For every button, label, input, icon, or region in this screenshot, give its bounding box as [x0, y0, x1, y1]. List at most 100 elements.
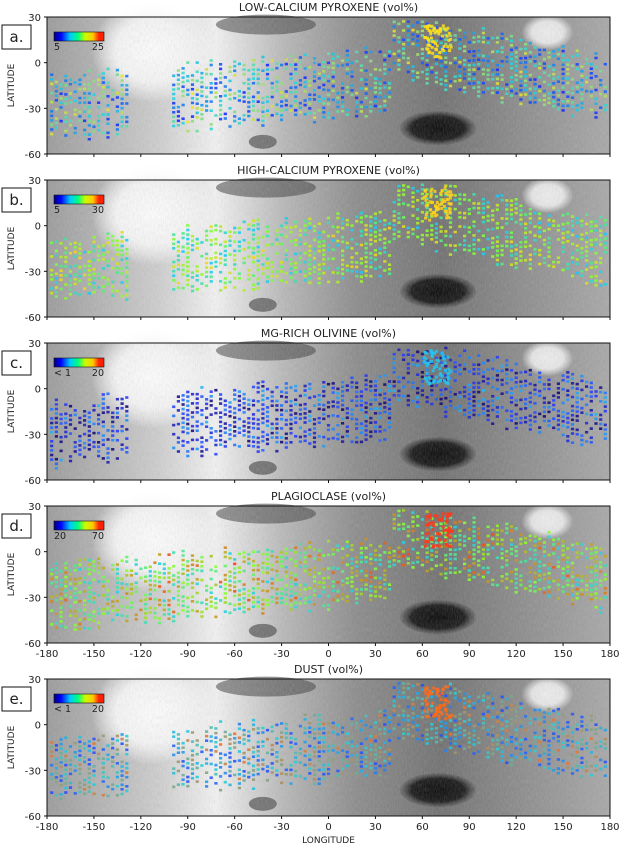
- abundance-cell: [59, 774, 63, 778]
- abundance-cell: [439, 372, 443, 376]
- abundance-cell: [369, 229, 373, 232]
- abundance-cell: [322, 258, 326, 261]
- abundance-cell: [97, 404, 101, 407]
- abundance-cell: [214, 601, 218, 605]
- abundance-cell: [434, 541, 438, 545]
- abundance-cell: [97, 106, 101, 109]
- abundance-cell: [359, 69, 363, 72]
- abundance-cell: [219, 95, 223, 98]
- abundance-cell: [566, 230, 570, 234]
- abundance-cell: [411, 354, 415, 357]
- abundance-cell: [251, 288, 256, 291]
- abundance-cell: [599, 261, 603, 265]
- abundance-cell: [219, 752, 223, 755]
- abundance-cell: [270, 274, 274, 278]
- abundance-cell: [223, 281, 227, 285]
- abundance-cell: [322, 736, 326, 739]
- abundance-cell: [463, 413, 467, 416]
- abundance-cell: [426, 27, 429, 31]
- abundance-cell: [519, 579, 523, 582]
- abundance-cell: [256, 418, 260, 421]
- abundance-cell: [78, 119, 82, 123]
- abundance-cell: [387, 565, 392, 568]
- abundance-cell: [425, 82, 429, 85]
- abundance-cell: [495, 86, 499, 90]
- abundance-cell: [481, 557, 485, 560]
- abundance-cell: [355, 569, 359, 573]
- abundance-cell: [433, 27, 436, 31]
- abundance-cell: [125, 785, 129, 788]
- abundance-cell: [383, 108, 387, 112]
- abundance-cell: [251, 600, 256, 604]
- abundance-cell: [439, 78, 443, 81]
- abundance-cell: [336, 581, 340, 584]
- abundance-cell: [406, 43, 410, 46]
- abundance-cell: [552, 579, 556, 583]
- abundance-cell: [186, 120, 190, 124]
- abundance-cell: [378, 77, 382, 81]
- abundance-cell: [359, 556, 363, 559]
- abundance-cell: [228, 244, 232, 247]
- abundance-cell: [270, 95, 274, 99]
- abundance-cell: [481, 54, 485, 58]
- abundance-cell: [383, 237, 387, 240]
- abundance-cell: [566, 95, 570, 98]
- abundance-cell: [190, 97, 195, 100]
- abundance-cell: [270, 586, 274, 590]
- abundance-cell: [383, 269, 387, 272]
- panel-title: HIGH-CALCIUM PYROXENE (vol%): [237, 164, 420, 177]
- x-tick-label: 150: [554, 649, 573, 660]
- abundance-cell: [383, 251, 387, 254]
- abundance-cell: [120, 120, 124, 124]
- y-tick-label: 30: [28, 13, 41, 24]
- abundance-cell: [280, 63, 284, 67]
- abundance-cell: [364, 546, 368, 550]
- abundance-cell: [341, 593, 345, 596]
- abundance-cell: [589, 547, 593, 551]
- abundance-cell: [223, 117, 227, 120]
- abundance-cell: [64, 571, 68, 574]
- abundance-cell: [514, 60, 518, 63]
- abundance-cell: [176, 258, 180, 262]
- abundance-cell: [83, 455, 87, 459]
- abundance-cell: [265, 63, 270, 67]
- abundance-cell: [228, 239, 232, 243]
- panel-a: LOW-CALCIUM PYROXENE (vol%)300-30-60LATI…: [1, 0, 611, 161]
- abundance-cell: [359, 271, 363, 274]
- abundance-cell: [441, 512, 445, 516]
- abundance-cell: [467, 77, 471, 81]
- abundance-cell: [603, 428, 607, 431]
- abundance-cell: [181, 558, 185, 562]
- abundance-cell: [341, 731, 345, 734]
- abundance-cell: [115, 411, 119, 415]
- abundance-cell: [92, 746, 96, 750]
- abundance-cell: [125, 93, 129, 96]
- abundance-cell: [392, 223, 396, 227]
- abundance-cell: [125, 748, 129, 752]
- abundance-cell: [416, 405, 420, 408]
- abundance-cell: [270, 82, 274, 85]
- abundance-cell: [54, 277, 58, 280]
- abundance-cell: [538, 89, 542, 93]
- abundance-cell: [172, 265, 176, 268]
- abundance-cell: [448, 235, 453, 238]
- abundance-cell: [294, 412, 298, 415]
- abundance-cell: [50, 255, 54, 258]
- abundance-cell: [190, 572, 195, 576]
- abundance-cell: [275, 270, 279, 273]
- abundance-cell: [341, 86, 345, 90]
- abundance-cell: [158, 553, 162, 556]
- abundance-cell: [209, 735, 213, 738]
- abundance-cell: [364, 751, 368, 754]
- abundance-cell: [345, 63, 349, 66]
- abundance-cell: [265, 266, 270, 270]
- abundance-cell: [87, 420, 91, 424]
- abundance-cell: [425, 47, 429, 51]
- abundance-cell: [341, 226, 345, 230]
- abundance-cell: [449, 38, 453, 41]
- abundance-cell: [589, 280, 593, 283]
- abundance-cell: [265, 262, 270, 265]
- abundance-cell: [237, 249, 241, 253]
- abundance-cell: [528, 51, 532, 54]
- abundance-cell: [547, 567, 551, 570]
